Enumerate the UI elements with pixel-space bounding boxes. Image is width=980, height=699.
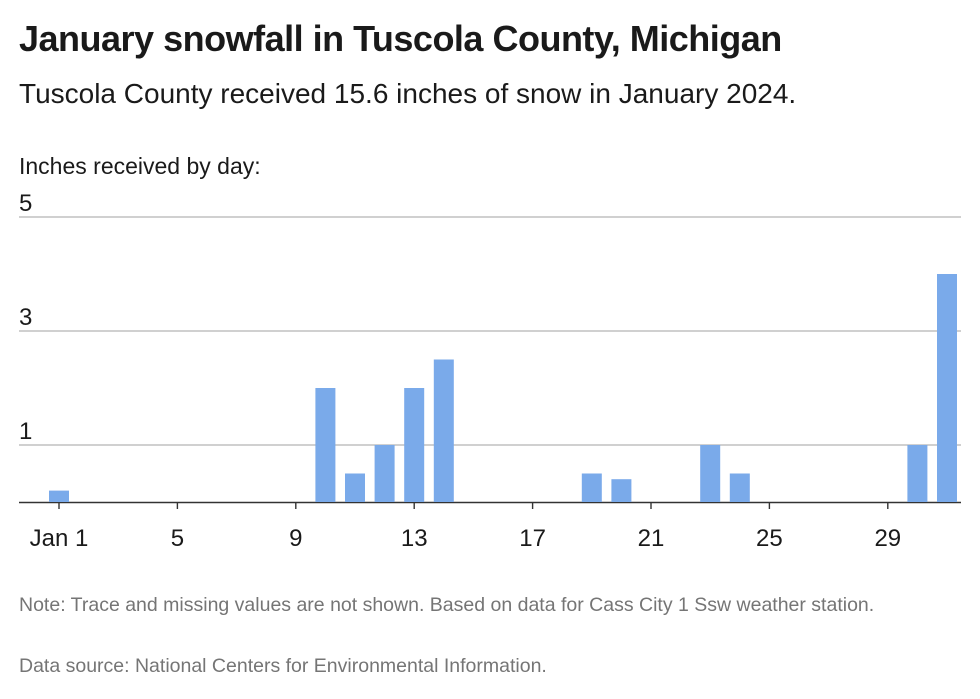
bar-day-30: [907, 445, 928, 502]
bar-day-24: [729, 473, 750, 502]
bar-day-13: [404, 388, 425, 502]
data-source: Data source: National Centers for Enviro…: [19, 655, 547, 677]
bar-day-11: [345, 473, 365, 502]
y-tick-label: 5: [19, 190, 32, 217]
x-tick-label: 29: [874, 525, 901, 552]
x-tick-label: 25: [756, 525, 783, 552]
x-tick-label: 13: [401, 525, 428, 552]
y-axis-ticks: 1 3 5: [19, 190, 32, 445]
x-tick-label: 9: [289, 525, 302, 552]
bar-chart: Jan 1 5 9 13 17 21 25 29 135: [19, 190, 961, 552]
x-tick-label: 17: [519, 525, 546, 552]
bar-day-10: [315, 388, 336, 502]
x-axis-ticks: Jan 1 5 9 13 17 21 25 29: [30, 503, 901, 552]
y-tick-label: 1: [19, 418, 32, 445]
gridlines: [19, 216, 961, 504]
footnote: Note: Trace and missing values are not s…: [19, 594, 875, 616]
y-axis-label: Inches received by day:: [19, 153, 261, 179]
x-tick-label: 5: [171, 525, 184, 552]
chart-title: January snowfall in Tuscola County, Mich…: [19, 18, 782, 59]
bar-day-19: [581, 473, 602, 502]
x-tick-label: Jan 1: [30, 525, 89, 552]
bar-day-14: [433, 359, 454, 502]
bar-day-1: [49, 490, 69, 502]
bars: [49, 274, 957, 502]
bar-day-20: [611, 479, 632, 502]
bar-day-12: [374, 445, 395, 502]
y-tick-label: 3: [19, 304, 32, 331]
chart-subtitle: Tuscola County received 15.6 inches of s…: [19, 78, 797, 109]
bar-day-31: [937, 274, 957, 502]
bar-day-23: [700, 445, 721, 502]
x-tick-label: 21: [638, 525, 665, 552]
